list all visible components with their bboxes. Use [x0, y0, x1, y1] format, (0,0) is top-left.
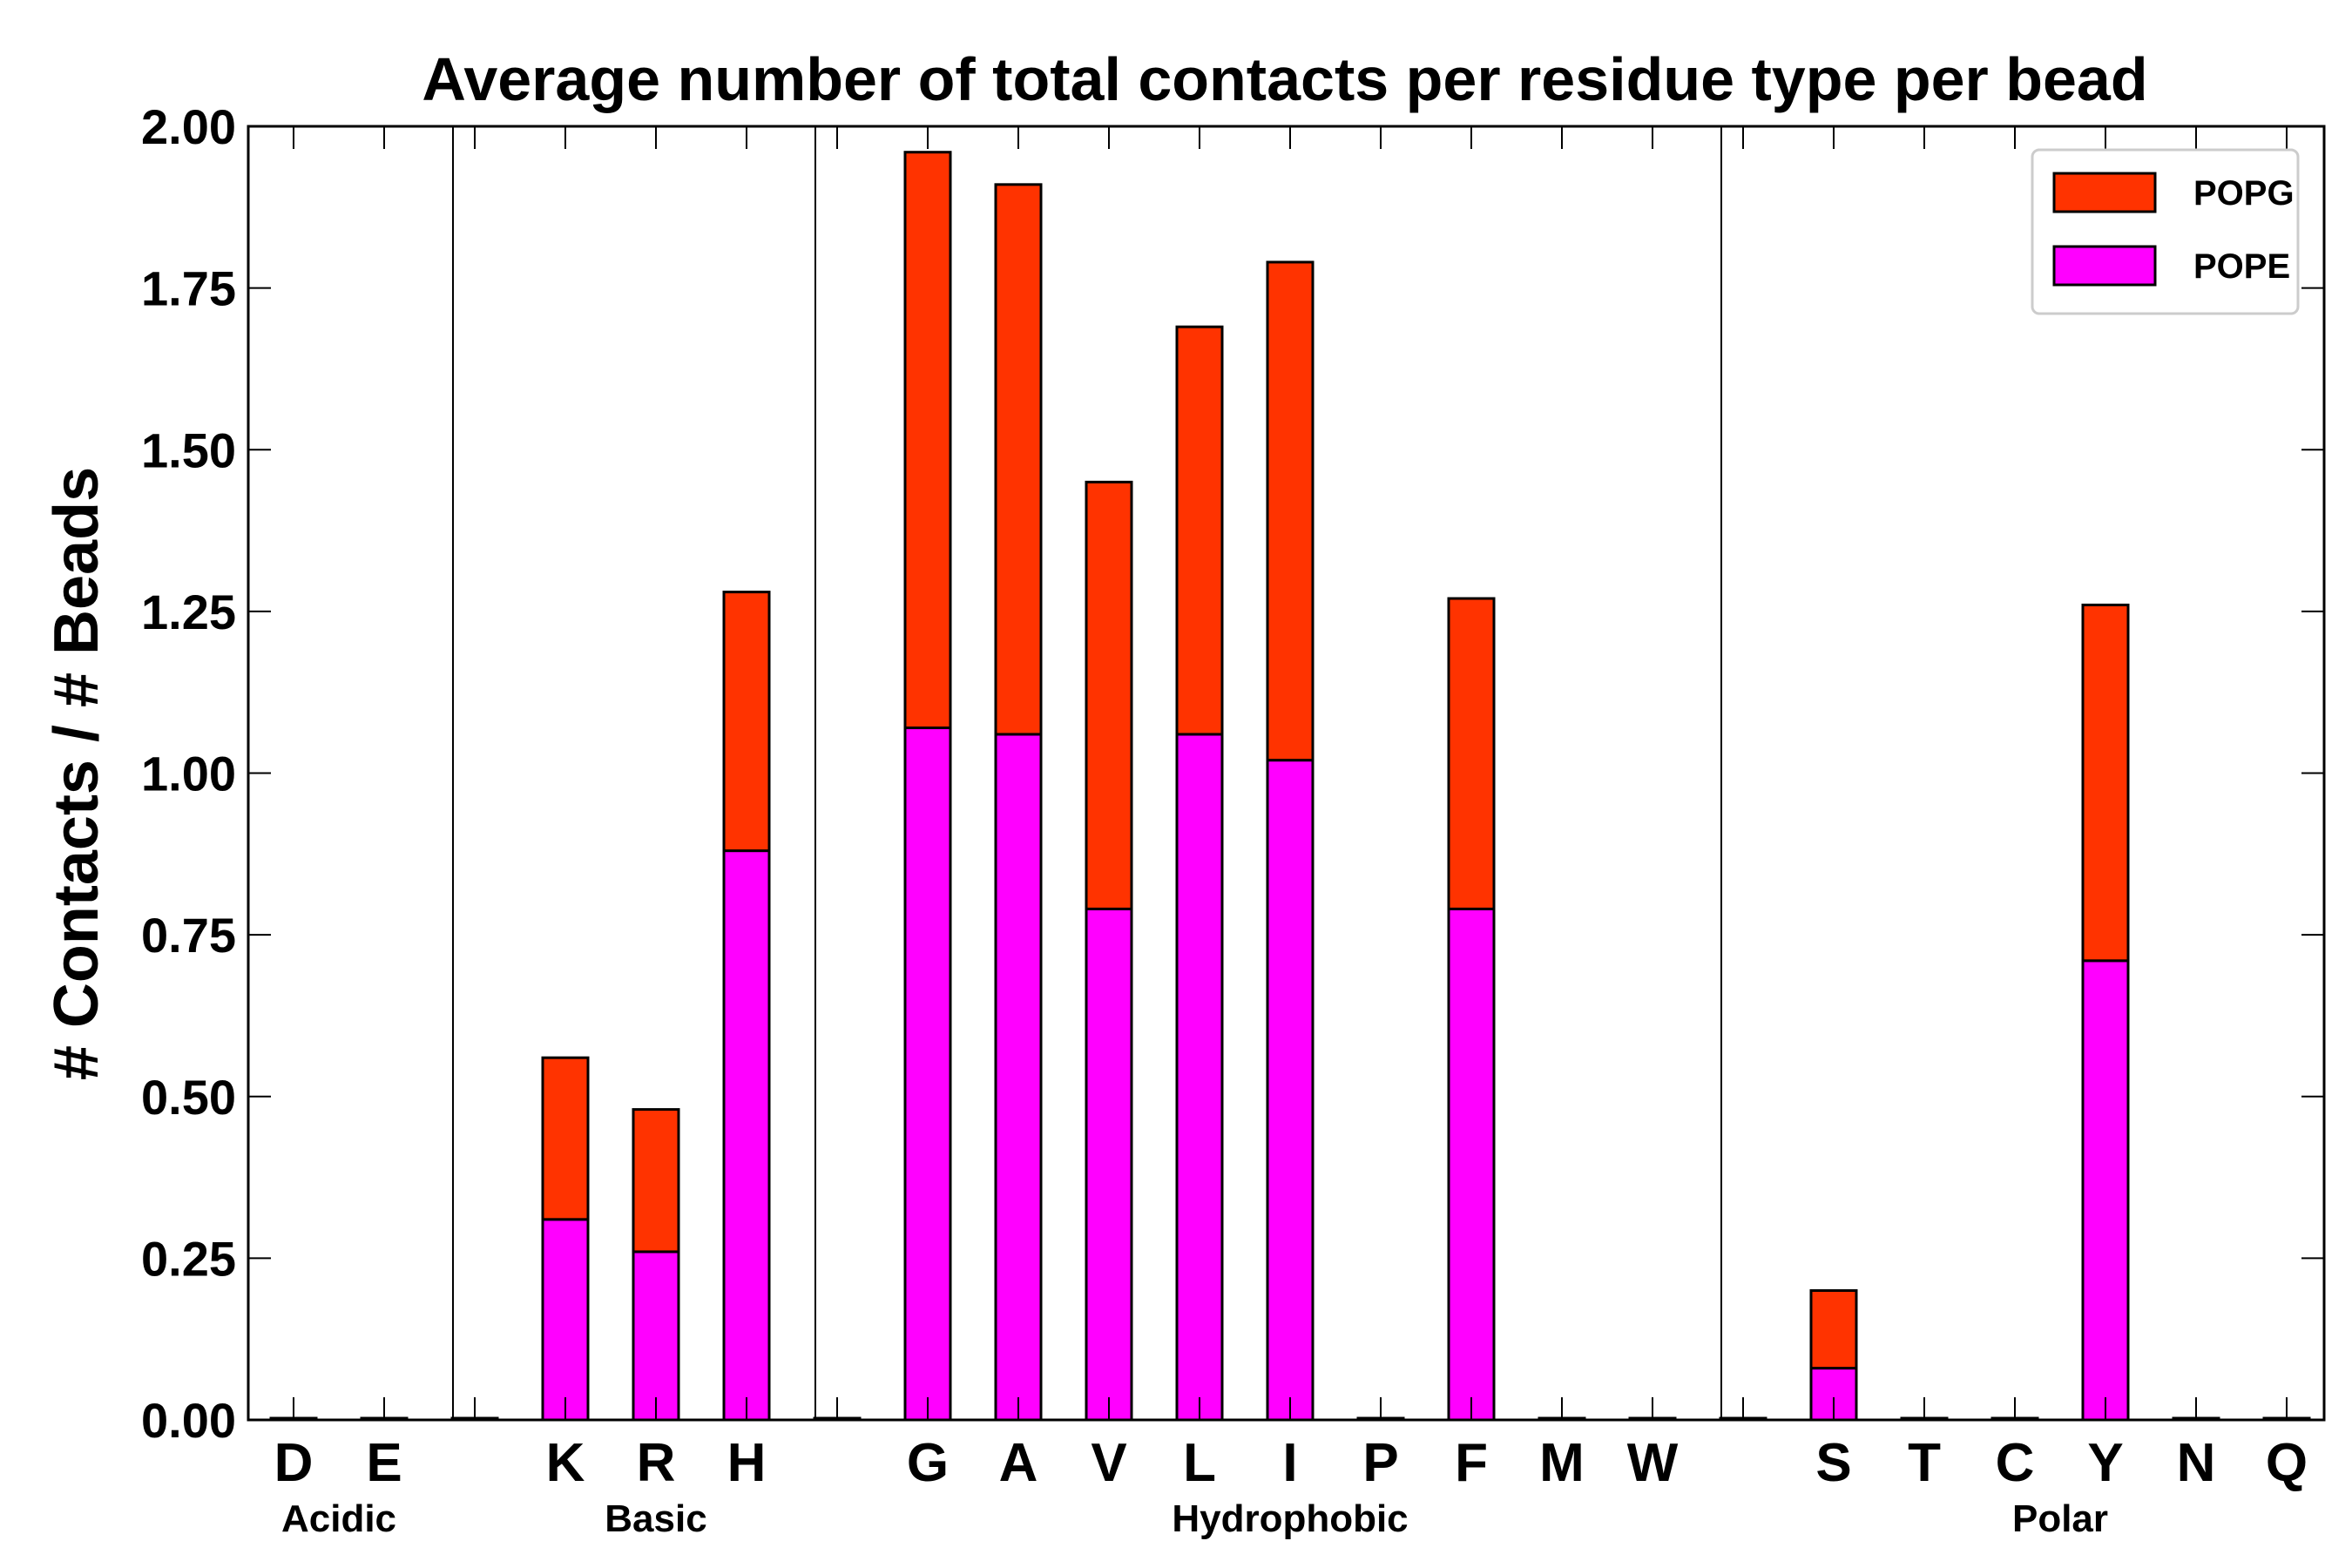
- x-tick-label: D: [274, 1433, 314, 1493]
- bar-popg-k: [541, 1056, 590, 1221]
- x-tick-label: F: [1455, 1433, 1488, 1493]
- bar-popg-y: [2081, 603, 2130, 963]
- bar-popg-h: [722, 591, 771, 853]
- x-tick-label: N: [2177, 1433, 2216, 1493]
- y-tick-label: 0.75: [141, 908, 236, 963]
- bar-pope-f: [1447, 907, 1496, 1422]
- x-tick-label: L: [1183, 1433, 1216, 1493]
- bar-pope-l: [1175, 733, 1224, 1422]
- bar-pope-r: [632, 1250, 680, 1422]
- y-tick-label: 1.00: [141, 747, 236, 801]
- bar-popg-a: [994, 183, 1043, 736]
- bar-popg-i: [1266, 260, 1315, 762]
- legend: POPG POPE: [2031, 148, 2300, 315]
- group-label-polar: Polar: [2012, 1497, 2108, 1540]
- x-tick-label: S: [1815, 1433, 1851, 1493]
- x-tick-label: I: [1282, 1433, 1297, 1493]
- x-tick-label: M: [1539, 1433, 1585, 1493]
- bar-pope-g: [903, 727, 952, 1422]
- x-tick-label: V: [1091, 1433, 1126, 1493]
- y-tick-label: 1.75: [141, 261, 236, 316]
- bar-pope-v: [1085, 907, 1133, 1422]
- y-tick-label: 2.00: [141, 99, 236, 154]
- bar-popg-g: [903, 151, 952, 730]
- legend-swatch-popg: [2052, 172, 2157, 213]
- bar-popg-f: [1447, 597, 1496, 910]
- x-tick-label: R: [637, 1433, 676, 1493]
- group-label-basic: Basic: [605, 1497, 706, 1540]
- plot-area: 0.00 0.25 0.50 0.75 1.00 1.25 1.50 1.75 2.00 D E K R…: [141, 99, 2326, 1540]
- bar-popg-l: [1175, 325, 1224, 736]
- y-axis-label: # Contacts / # Beads: [42, 467, 112, 1080]
- bar-pope-y: [2081, 959, 2130, 1422]
- bar-popg-r: [632, 1108, 680, 1254]
- group-label-hydrophobic: Hydrophobic: [1172, 1497, 1408, 1540]
- legend-swatch-pope: [2052, 245, 2157, 287]
- y-tick-label: 0.00: [141, 1393, 236, 1448]
- y-tick-label: 0.50: [141, 1070, 236, 1125]
- x-tick-label: A: [999, 1433, 1038, 1493]
- x-tick-label: C: [1996, 1433, 2035, 1493]
- y-tick-label: 1.50: [141, 422, 236, 477]
- group-label-acidic: Acidic: [281, 1497, 396, 1540]
- x-tick-label: K: [546, 1433, 585, 1493]
- bar-pope-a: [994, 733, 1043, 1422]
- bar-popg-v: [1085, 480, 1133, 910]
- legend-label-popg: POPG: [2193, 174, 2295, 213]
- y-tick-label: 1.25: [141, 585, 236, 639]
- chart-title: Average number of total contacts per res…: [422, 45, 2147, 113]
- x-tick-label: H: [727, 1433, 767, 1493]
- x-tick-label: W: [1627, 1433, 1679, 1493]
- legend-label-pope: POPE: [2193, 247, 2290, 286]
- x-tick-label: T: [1908, 1433, 1941, 1493]
- x-tick-label: E: [366, 1433, 402, 1493]
- x-tick-label: G: [907, 1433, 949, 1493]
- bar-popg-s: [1809, 1289, 1858, 1370]
- x-tick-label: P: [1362, 1433, 1398, 1493]
- x-tick-label: Q: [2266, 1433, 2308, 1493]
- y-tick-label: 0.25: [141, 1231, 236, 1286]
- bar-pope-k: [541, 1218, 590, 1422]
- x-tick-label: Y: [2087, 1433, 2123, 1493]
- bar-pope-i: [1266, 759, 1315, 1422]
- bar-pope-h: [722, 849, 771, 1422]
